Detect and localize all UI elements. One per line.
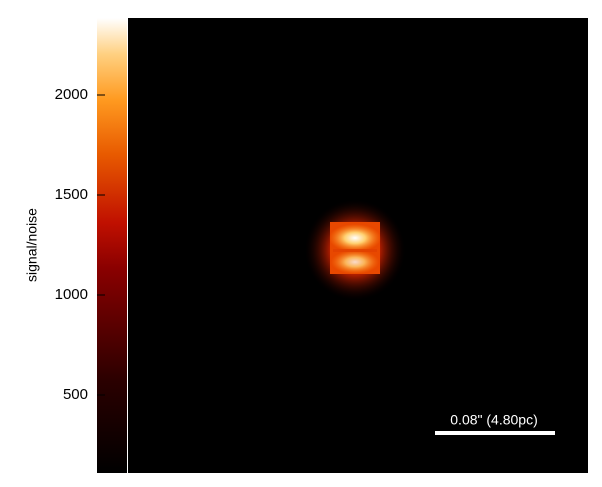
y-tick-label: 2000 (55, 86, 88, 103)
source-lobe (331, 250, 379, 274)
source-gap (333, 249, 377, 252)
y-tick-label: 1000 (55, 286, 88, 303)
source-lobe (329, 224, 381, 252)
y-tick-label: 500 (63, 386, 88, 403)
colorbar (97, 18, 127, 473)
scale-bar-label: 0.08" (4.80pc) (450, 412, 537, 428)
y-tick-label: 1500 (55, 186, 88, 203)
colorbar-label: signal/noise (24, 208, 40, 282)
